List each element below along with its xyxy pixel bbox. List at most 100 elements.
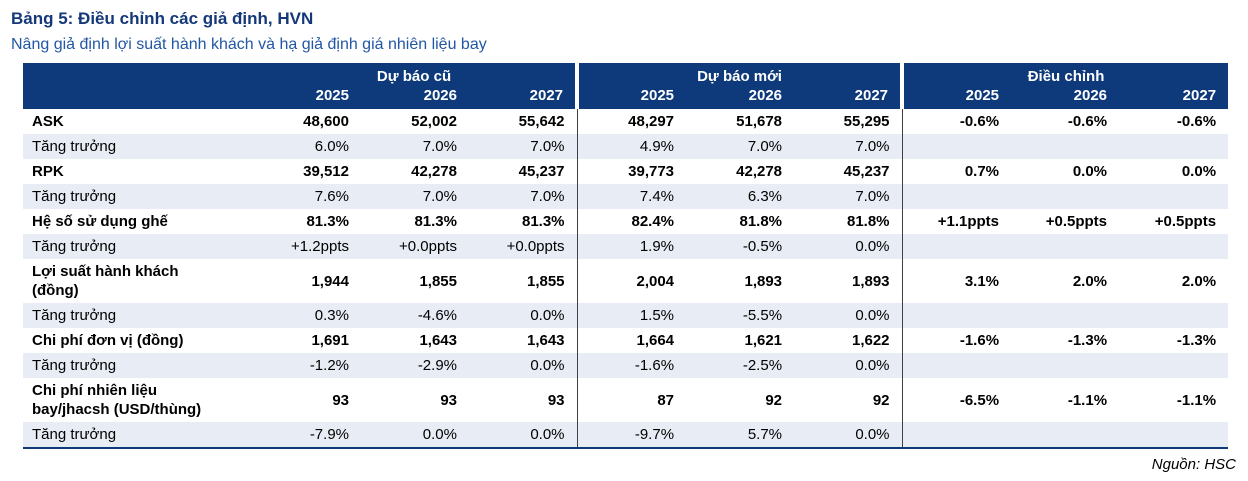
cell-old-2025: 39,512 [303,163,349,180]
cell-adj-2025: -1.6% [901,328,1012,353]
cell-new-2027: 1,893 [851,272,890,290]
cell-new-2026: -2.5% [742,357,783,374]
year-header-adj-2026: 2026 [1011,86,1120,109]
cell-adj-2026 [1011,134,1119,159]
cell-adj-2027 [1119,134,1228,159]
row-label: Tăng trưởng [32,357,117,374]
cell-adj-2026 [1011,234,1119,259]
cell-adj-2027: +0.5ppts [1154,213,1217,230]
cell-adj-2025: -6.5% [901,378,1012,422]
cell-new-2027: 7.0% [855,138,890,155]
cell-new-2025: -9.7% [576,422,687,448]
cell-new-2027: 0.0% [855,426,890,443]
cell-adj-2026 [1011,303,1119,328]
metric-row: Lợi suất hành khách (đồng) 1,944 1,855 1,85… [23,259,1228,303]
cell-old-2026: -2.9% [417,357,457,374]
year-header-row: 2025 2026 2027 2025 2026 2027 2025 2026 … [23,86,1229,109]
growth-row: Tăng trưởng -7.9% 0.0% 0.0% -9.7% 5.7% 0.0% [23,422,1229,448]
row-label: Chi phí đơn vị (đồng) [32,332,184,349]
cell-new-2026: 92 [765,391,783,409]
page-title: Bảng 5: Điều chỉnh các giả định, HVN [11,9,314,28]
year-header-old-2025: 2025 [253,86,361,109]
source-note: Nguồn: HSC [1151,456,1236,473]
cell-old-2026: +0.0ppts [399,238,457,255]
cell-old-2025: 7.6% [314,188,349,205]
cell-old-2027: 7.0% [530,188,565,205]
cell-new-2026: 1,893 [744,272,783,290]
cell-old-2026: 42,278 [411,163,457,180]
cell-old-2025: 81.3% [306,213,349,230]
cell-old-2027: 0.0% [530,357,565,374]
year-header-new-2027: 2027 [794,86,903,109]
metric-row: Chi phí nhiên liệu bay/jhacsh (USD/thùng… [23,378,1228,422]
cell-old-2025: +1.2ppts [291,238,349,255]
cell-new-2025: 48,297 [576,109,687,134]
cell-new-2027: 81.8% [846,213,890,230]
cell-old-2026: 93 [440,391,457,409]
year-header-old-2027: 2027 [469,86,578,109]
cell-old-2026: 1,855 [419,272,457,290]
cell-new-2026: 7.0% [747,138,783,155]
row-label: Tăng trưởng [32,307,117,324]
row-label: Chi phí nhiên liệu bay/jhacsh (USD/thùng… [32,382,202,418]
cell-adj-2027 [1119,422,1228,448]
cell-old-2027: 81.3% [521,213,565,230]
cell-old-2027: 55,642 [518,113,565,130]
cell-old-2027: 45,237 [518,163,565,180]
cell-adj-2025 [901,184,1012,209]
cell-old-2026: 52,002 [411,113,457,130]
cell-new-2025: 1.9% [576,234,687,259]
cell-old-2027: 1,643 [526,332,565,349]
cell-old-2026: -4.6% [417,307,457,324]
page-subtitle: Nâng giả định lợi suất hành khách và hạ … [11,36,487,53]
cell-new-2026: 51,678 [736,113,783,130]
cell-adj-2027 [1119,234,1228,259]
cell-adj-2027: -0.6% [1176,113,1217,130]
cell-old-2025: -7.9% [309,426,349,443]
cell-adj-2026: +0.5ppts [1045,213,1108,230]
cell-old-2026: 7.0% [422,138,457,155]
cell-adj-2026: 0.0% [1072,163,1108,180]
row-label: Tăng trưởng [32,238,117,255]
cell-adj-2025 [901,134,1012,159]
cell-adj-2026 [1011,184,1119,209]
cell-old-2027: 93 [547,391,565,409]
cell-old-2025: 6.0% [314,138,349,155]
cell-new-2025: 4.9% [576,134,687,159]
row-label: RPK [32,163,64,180]
cell-new-2027: 92 [872,391,890,409]
cell-adj-2026: -0.6% [1067,113,1108,130]
cell-adj-2027 [1119,184,1228,209]
row-label: Lợi suất hành khách (đồng) [32,263,179,299]
cell-new-2025: 7.4% [576,184,687,209]
cell-adj-2027: 2.0% [1181,272,1217,290]
cell-old-2025: -1.2% [309,357,349,374]
year-header-adj-2027: 2027 [1119,86,1229,109]
cell-adj-2025 [901,422,1012,448]
cell-new-2026: 81.8% [739,213,783,230]
cell-old-2027: 1,855 [526,272,565,290]
cell-old-2026: 1,643 [419,332,457,349]
cell-adj-2025 [901,234,1012,259]
table-body: ASK 48,600 52,002 55,642 48,297 51,678 55,295-… [23,109,1229,448]
year-header-old-2026: 2026 [361,86,469,109]
cell-adj-2027 [1119,353,1228,378]
cell-adj-2026: -1.1% [1067,391,1108,409]
cell-old-2026: 0.0% [422,426,457,443]
assumptions-table: Dự báo cũ Dự báo mới Điều chỉnh 2025 202… [23,63,1229,449]
row-label: Tăng trưởng [32,426,117,443]
group-adjustment: Điều chỉnh [900,63,1229,86]
cell-new-2027: 0.0% [855,357,890,374]
growth-row: Tăng trưởng 0.3% -4.6% 0.0% 1.5% -5.5% 0.0% [23,303,1229,328]
row-label: Tăng trưởng [32,188,117,205]
cell-adj-2026: -1.3% [1067,332,1108,349]
cell-adj-2025: +1.1ppts [901,209,1012,234]
cell-old-2025: 48,600 [303,113,349,130]
cell-old-2025: 1,944 [311,272,349,290]
cell-new-2025: 2,004 [576,259,687,303]
cell-adj-2025: -0.6% [901,109,1012,134]
group-new-forecast: Dự báo mới [575,63,903,86]
cell-adj-2025 [901,303,1012,328]
cell-adj-2025: 0.7% [901,159,1012,184]
